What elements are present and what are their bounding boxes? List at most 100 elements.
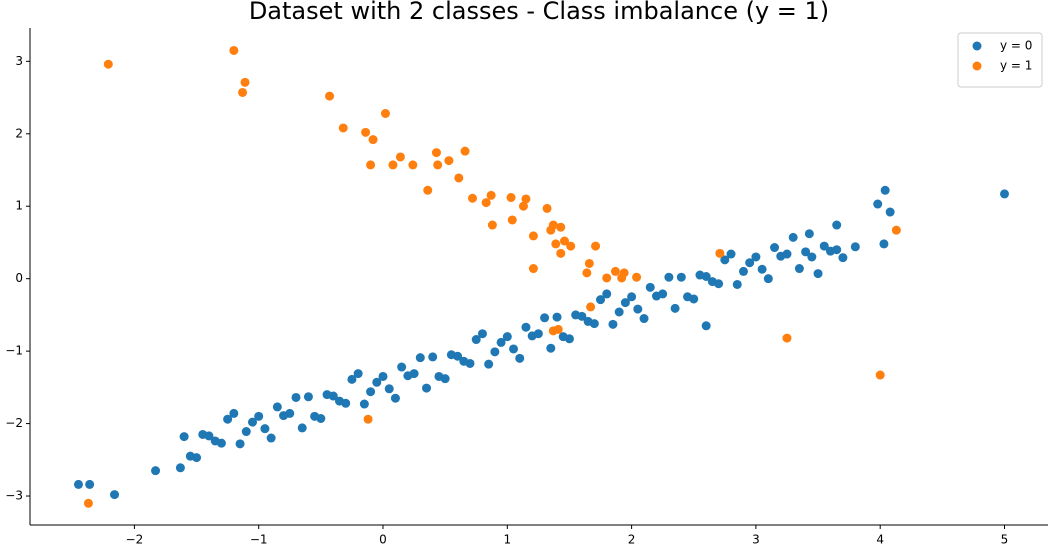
point	[110, 490, 120, 500]
point	[486, 190, 496, 200]
point	[507, 215, 517, 225]
legend-marker	[972, 41, 982, 51]
point	[715, 248, 725, 258]
y-tick-label: −1	[5, 344, 23, 358]
point	[732, 279, 742, 289]
point	[151, 466, 161, 476]
point	[388, 160, 398, 170]
y-tick-label: 0	[15, 271, 23, 285]
point	[632, 272, 642, 282]
point	[770, 243, 780, 253]
point	[583, 316, 593, 326]
point	[347, 374, 357, 384]
point	[571, 310, 581, 320]
point	[361, 127, 371, 137]
point	[378, 371, 388, 381]
legend-label: y = 0	[1000, 39, 1032, 53]
point	[506, 193, 516, 203]
point	[397, 362, 407, 372]
point	[548, 220, 558, 230]
point	[807, 252, 817, 262]
point	[658, 289, 668, 299]
point	[738, 266, 748, 276]
chart-title: Dataset with 2 classes - Class imbalance…	[249, 0, 829, 25]
point	[415, 353, 425, 363]
point	[596, 295, 606, 305]
point	[353, 369, 363, 379]
y-tick-label: −2	[5, 416, 23, 430]
point	[528, 264, 538, 274]
point	[73, 479, 83, 489]
point	[459, 356, 469, 366]
point	[395, 152, 405, 162]
point	[247, 417, 257, 427]
point	[610, 266, 620, 276]
point	[528, 231, 538, 241]
point	[804, 229, 814, 239]
point	[83, 498, 93, 508]
point	[185, 451, 195, 461]
point	[614, 307, 624, 317]
point	[502, 332, 512, 342]
point	[813, 269, 823, 279]
point	[229, 408, 239, 418]
point	[763, 274, 773, 284]
point	[701, 321, 711, 331]
point	[297, 423, 307, 433]
x-tick-label: 2	[628, 533, 636, 547]
x-tick-label: 5	[1001, 533, 1009, 547]
point	[285, 408, 295, 418]
point	[556, 222, 566, 232]
point	[325, 91, 335, 101]
point	[726, 249, 736, 259]
point	[757, 264, 767, 274]
point	[481, 198, 491, 208]
x-tick-label: −1	[250, 533, 268, 547]
point	[885, 207, 895, 217]
point	[434, 371, 444, 381]
point	[745, 258, 755, 268]
point	[238, 87, 248, 97]
point	[390, 393, 400, 403]
point	[359, 399, 369, 409]
point	[518, 201, 528, 211]
point	[363, 414, 373, 424]
point	[782, 249, 792, 259]
x-tick-label: 4	[876, 533, 884, 547]
point	[832, 220, 842, 230]
point	[368, 135, 378, 145]
point	[179, 432, 189, 442]
point	[240, 77, 250, 87]
point	[582, 268, 592, 278]
point	[380, 108, 390, 118]
point	[608, 319, 618, 329]
point	[794, 264, 804, 274]
point	[335, 396, 345, 406]
legend: y = 0 y = 1	[957, 32, 1043, 88]
point	[468, 193, 478, 203]
point	[619, 268, 629, 278]
point	[879, 239, 889, 249]
point	[586, 302, 596, 312]
point	[422, 383, 432, 393]
point	[229, 45, 239, 55]
point	[338, 123, 348, 133]
point	[676, 272, 686, 282]
point	[645, 282, 655, 292]
point	[366, 160, 376, 170]
point	[664, 272, 674, 282]
point	[788, 232, 798, 242]
point	[620, 298, 630, 308]
point	[175, 463, 185, 473]
point	[552, 312, 562, 322]
point	[235, 439, 245, 449]
point	[873, 199, 883, 209]
point	[444, 156, 454, 166]
point	[521, 194, 531, 204]
point	[891, 225, 901, 235]
point	[254, 411, 264, 421]
point	[241, 427, 251, 437]
y-tick-label: −3	[5, 489, 23, 503]
